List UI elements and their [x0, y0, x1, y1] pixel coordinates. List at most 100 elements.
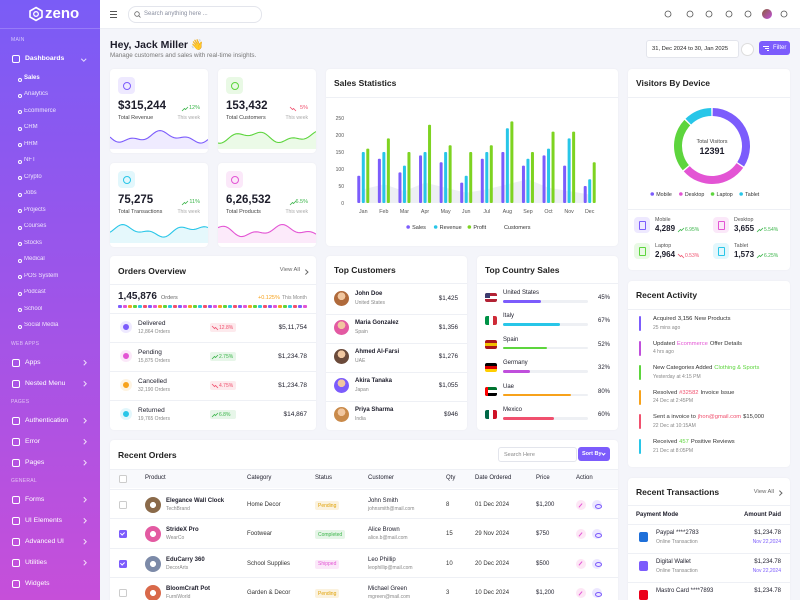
submenu-item[interactable]: Jobs: [24, 190, 37, 197]
progress-segment: [133, 305, 137, 308]
table-search[interactable]: Search Here: [498, 447, 577, 462]
submenu-item[interactable]: Stocks: [24, 239, 43, 246]
menu-item[interactable]: Widgets: [25, 579, 50, 587]
bar: [510, 121, 514, 203]
bar: [530, 152, 534, 203]
change-text: 12.8%: [219, 324, 234, 331]
product-image: [145, 497, 161, 513]
stat-value: 6,26,532: [226, 194, 271, 206]
bar: [526, 158, 530, 203]
change-text: 2.75%: [219, 353, 234, 360]
customer-amount: $1,425: [438, 295, 458, 302]
checkbox[interactable]: [119, 501, 127, 509]
submenu-item[interactable]: CRM: [24, 124, 38, 131]
submenu-item[interactable]: Social Media: [24, 322, 59, 329]
submenu-item[interactable]: NFT: [24, 157, 36, 164]
checkbox[interactable]: [119, 475, 127, 483]
logo-icon: [29, 6, 43, 22]
arrow-line: [756, 253, 764, 259]
order-date: 10 Dec 2024: [475, 590, 510, 597]
menu-item[interactable]: Dashboards: [25, 54, 65, 62]
progress-segment: [268, 305, 272, 308]
price: $500: [536, 560, 550, 567]
submenu-item[interactable]: POS System: [24, 272, 59, 279]
submenu-item[interactable]: Analytics: [24, 91, 49, 98]
submenu-item[interactable]: Sales: [24, 75, 40, 81]
filter-icon-line: [765, 47, 769, 49]
donut-segment: [685, 108, 712, 125]
submenu-item[interactable]: Podcast: [24, 289, 46, 296]
divider: [628, 209, 790, 210]
view-all[interactable]: View All: [279, 267, 300, 273]
stat-change: 12%: [188, 105, 200, 111]
activity-highlight: #32582: [679, 389, 699, 396]
submenu-item[interactable]: School: [24, 305, 43, 312]
device-name: Mobile: [655, 217, 671, 223]
customer-avatar: [334, 378, 349, 393]
menu-item[interactable]: Error: [25, 437, 41, 445]
card-title: Top Customers: [334, 265, 396, 275]
chevron: [81, 517, 87, 523]
visitors-card: Visitors By Device Total Visitors 12391 Mob…: [628, 69, 790, 270]
sparkline-area: [110, 224, 208, 243]
view-all[interactable]: View All: [753, 488, 774, 495]
timeline-marker: [639, 414, 641, 430]
flag: [485, 293, 497, 302]
bar: [361, 152, 365, 203]
progress-fill: [503, 323, 560, 326]
checkbox[interactable]: [119, 559, 127, 568]
download-button[interactable]: [741, 43, 754, 56]
bar: [448, 145, 452, 203]
product-brand: TechBrand: [166, 506, 190, 512]
progress-fill: [503, 370, 531, 373]
submenu-item[interactable]: Medical: [24, 256, 45, 263]
activity-text: Resolved #32582 Invoice Issue: [653, 390, 734, 396]
search-box[interactable]: Search anything here ...: [128, 6, 262, 23]
progress-segment: [143, 305, 147, 308]
legend-marker: [467, 225, 472, 229]
search-placeholder: Search anything here ...: [144, 10, 208, 17]
x-tick-label: Jun: [462, 209, 471, 215]
user-avatar[interactable]: [762, 9, 772, 19]
submenu-item[interactable]: Courses: [24, 223, 47, 230]
filter-button[interactable]: Filter: [759, 41, 790, 55]
device-value: 4,289: [655, 224, 676, 233]
checkbox[interactable]: [119, 530, 127, 539]
menu-item[interactable]: Apps: [25, 358, 41, 366]
date-range[interactable]: 31, Dec 2024 to 30, Jan 2025: [646, 40, 739, 58]
bar: [592, 162, 596, 203]
activity-before: New Categories Added: [653, 365, 713, 372]
menu-item[interactable]: UI Elements: [25, 516, 63, 524]
card-title: Sales Statistics: [334, 78, 397, 88]
device-value: 1,573: [734, 250, 755, 259]
menu-item[interactable]: Utilities: [25, 558, 47, 566]
column-header: Date Ordered: [475, 475, 512, 481]
menu-icon: [12, 496, 20, 505]
bar: [407, 152, 411, 203]
menu-item[interactable]: Authentication: [25, 416, 69, 424]
menu-item[interactable]: Nested Menu: [25, 379, 66, 387]
sort-button[interactable]: Sort By: [578, 447, 610, 461]
menu-item[interactable]: Forms: [25, 495, 45, 503]
submenu-item[interactable]: Crypto: [24, 173, 42, 180]
chevron: [81, 380, 87, 386]
donut-segment: [683, 163, 744, 184]
bar: [402, 165, 406, 203]
x-tick-label: Nov: [564, 209, 574, 215]
customer-avatar: [334, 291, 349, 306]
progress-track: [503, 300, 588, 303]
submenu-item[interactable]: HRM: [24, 140, 38, 147]
orders-change: +0.125%: [258, 294, 280, 301]
checkbox[interactable]: [119, 589, 127, 598]
submenu-item[interactable]: Ecommerce: [24, 107, 57, 114]
quantity: 15: [446, 531, 453, 538]
submenu-dot: [18, 110, 22, 115]
country-percent: 52%: [597, 341, 610, 348]
menu-item[interactable]: Pages: [25, 458, 45, 466]
customer-avatar: [334, 349, 349, 364]
menu-item[interactable]: Advanced UI: [25, 537, 64, 545]
sidebar: zeno MAIN Dashboards Sales Analytics Ecommerc…: [0, 0, 100, 600]
submenu-item[interactable]: Projects: [24, 206, 46, 213]
progress-segment: [123, 305, 127, 308]
